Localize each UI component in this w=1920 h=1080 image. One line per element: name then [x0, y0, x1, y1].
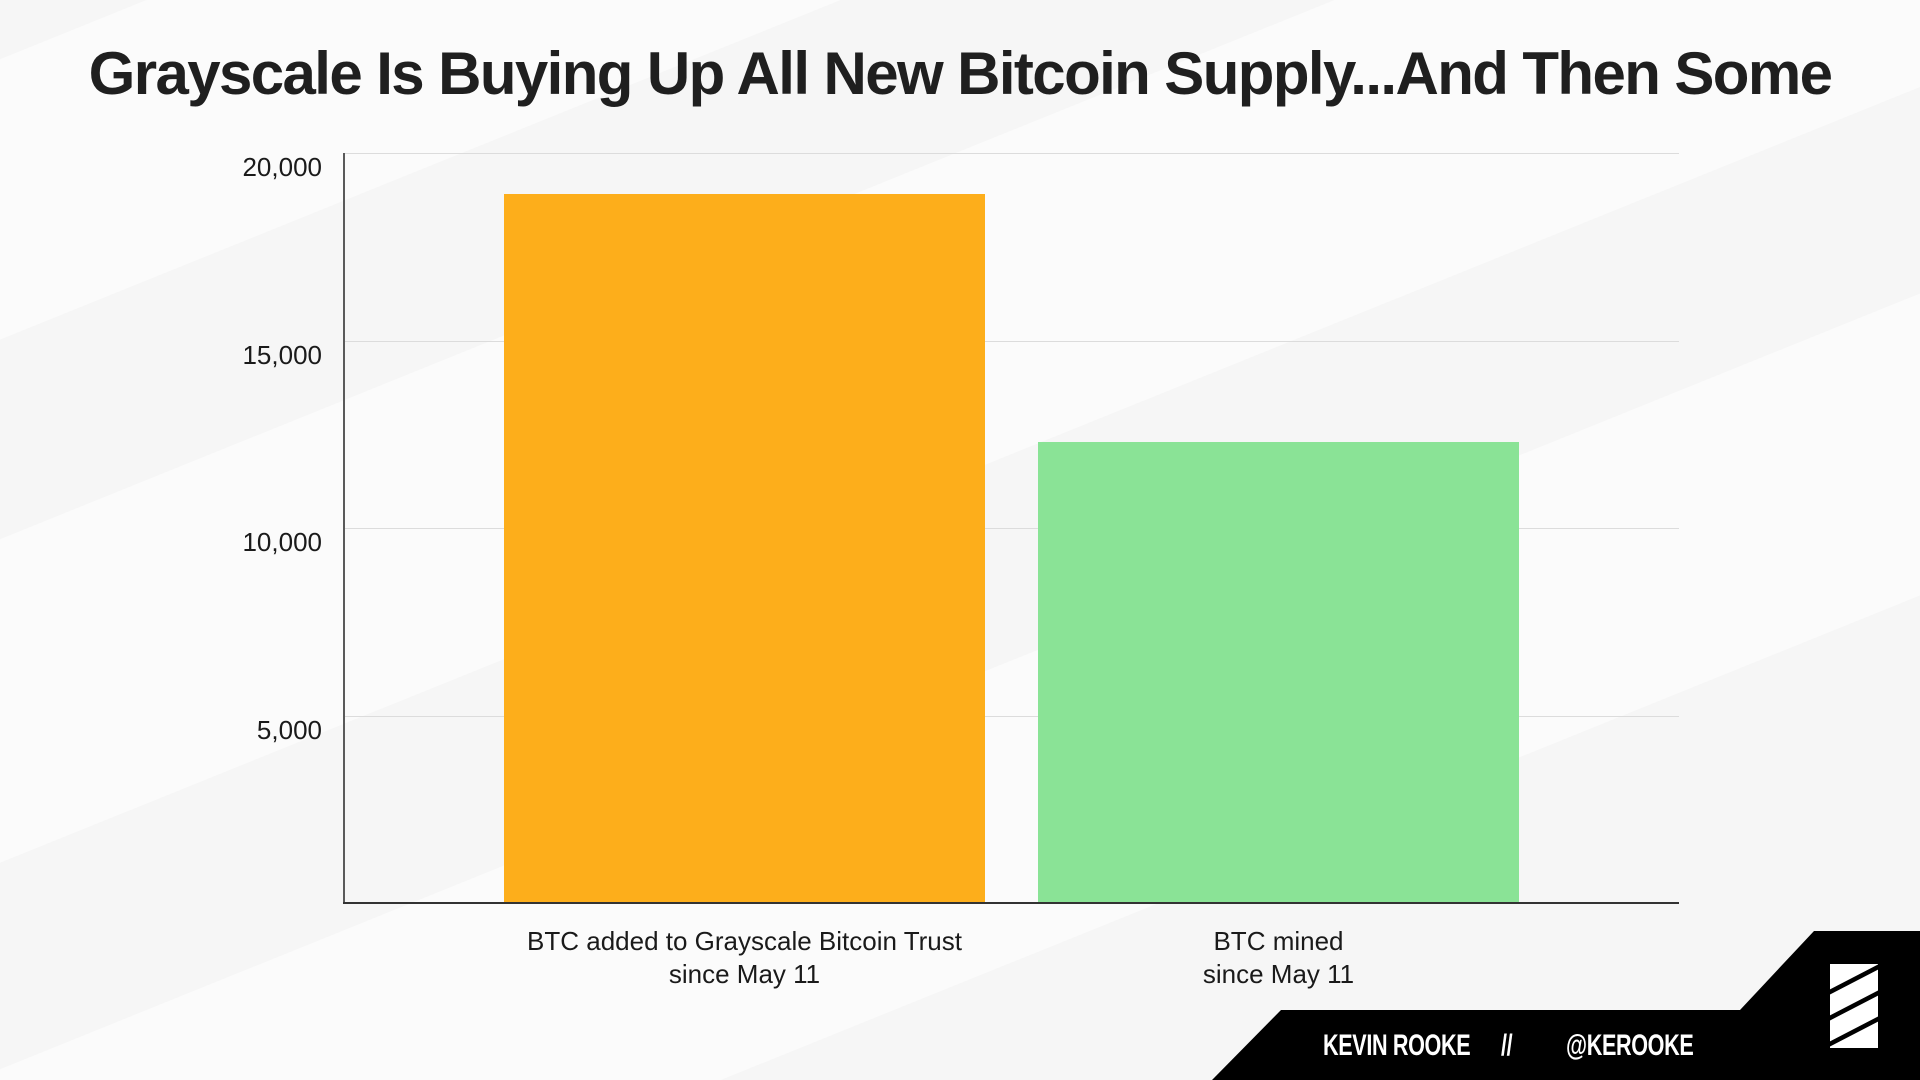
chart-title: Grayscale Is Buying Up All New Bitcoin S… — [88, 40, 1833, 107]
bar-btc-mined[interactable] — [1038, 441, 1519, 902]
x-category-label-line: BTC mined — [1213, 926, 1344, 956]
x-category-label: BTC added to Grayscale Bitcoin Trust sin… — [504, 925, 985, 991]
footer-handle: @KEROOKE — [1566, 1029, 1694, 1062]
y-tick-label: 15,000 — [242, 340, 322, 370]
striped-bar-logo-icon — [1830, 964, 1878, 1048]
x-category-label-line: BTC added to Grayscale Bitcoin Trust — [527, 926, 962, 956]
gridline-20000 — [343, 153, 1679, 154]
y-tick-label: 10,000 — [242, 527, 322, 557]
bar-grayscale-btc-added[interactable] — [504, 194, 985, 902]
y-axis-line — [343, 153, 345, 903]
x-category-label-line: since May 11 — [668, 959, 821, 989]
y-tick-label: 20,000 — [242, 152, 322, 182]
x-category-label-line: since May 11 — [1202, 959, 1355, 989]
y-tick-label: 5,000 — [256, 715, 322, 745]
gridline-15000 — [343, 340, 1679, 342]
plot-area — [343, 153, 1679, 904]
x-axis-line — [343, 902, 1679, 904]
gridline-10000 — [343, 528, 1679, 529]
gridline-5000 — [343, 715, 1679, 717]
footer-separator: // — [1501, 1029, 1513, 1062]
x-category-label: BTC mined since May 11 — [1038, 925, 1519, 991]
footer-author: KEVIN ROOKE — [1323, 1029, 1471, 1062]
